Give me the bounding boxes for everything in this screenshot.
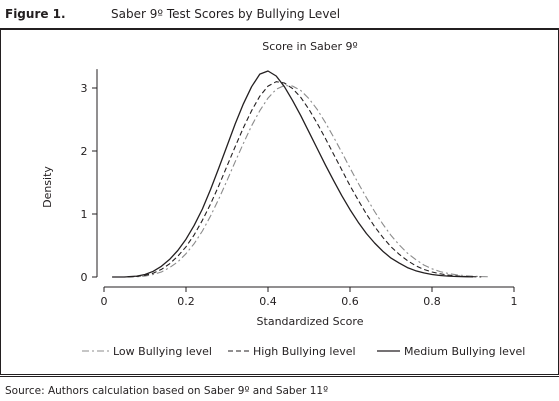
x-tick-label: 0	[101, 295, 108, 308]
chart-container: Score in Saber 9º 0 1 2 3 0 0.2 0.4 0.6 0.8 1 Sta…	[0, 29, 559, 375]
legend-label: High Bullying level	[253, 345, 356, 358]
y-tick-label: 1	[81, 208, 88, 221]
legend: Low Bullying level High Bullying level Med…	[82, 345, 525, 358]
axes: 0 1 2 3 0 0.2 0.4 0.6 0.8 1	[81, 69, 518, 308]
top-rule	[0, 28, 559, 29]
x-tick-label: 1	[511, 295, 518, 308]
series-line-2	[112, 81, 482, 278]
series-line-3	[112, 70, 474, 278]
figure-number: Figure 1.	[5, 7, 66, 21]
series-lines	[112, 70, 490, 278]
y-tick-label: 2	[81, 145, 88, 158]
x-axis-label: Standardized Score	[257, 315, 364, 328]
x-tick-label: 0.2	[177, 295, 195, 308]
source-note: Source: Authors calculation based on Sab…	[5, 385, 329, 397]
y-tick-label: 0	[81, 271, 88, 284]
y-tick-label: 3	[81, 82, 88, 95]
x-tick-label: 0.8	[423, 295, 441, 308]
figure-title: Saber 9º Test Scores by Bullying Level	[111, 7, 341, 21]
legend-label: Medium Bullying level	[404, 345, 525, 358]
bottom-rule	[0, 376, 559, 377]
y-axis-label: Density	[41, 166, 54, 208]
density-chart: Score in Saber 9º 0 1 2 3 0 0.2 0.4 0.6 0.8 1 Sta…	[0, 29, 559, 375]
legend-label: Low Bullying level	[113, 345, 212, 358]
figure-header: Figure 1. Saber 9º Test Scores by Bullyi…	[0, 0, 559, 30]
series-line-1	[112, 84, 490, 278]
x-tick-label: 0.6	[341, 295, 359, 308]
x-tick-label: 0.4	[259, 295, 277, 308]
chart-title: Score in Saber 9º	[262, 40, 358, 53]
